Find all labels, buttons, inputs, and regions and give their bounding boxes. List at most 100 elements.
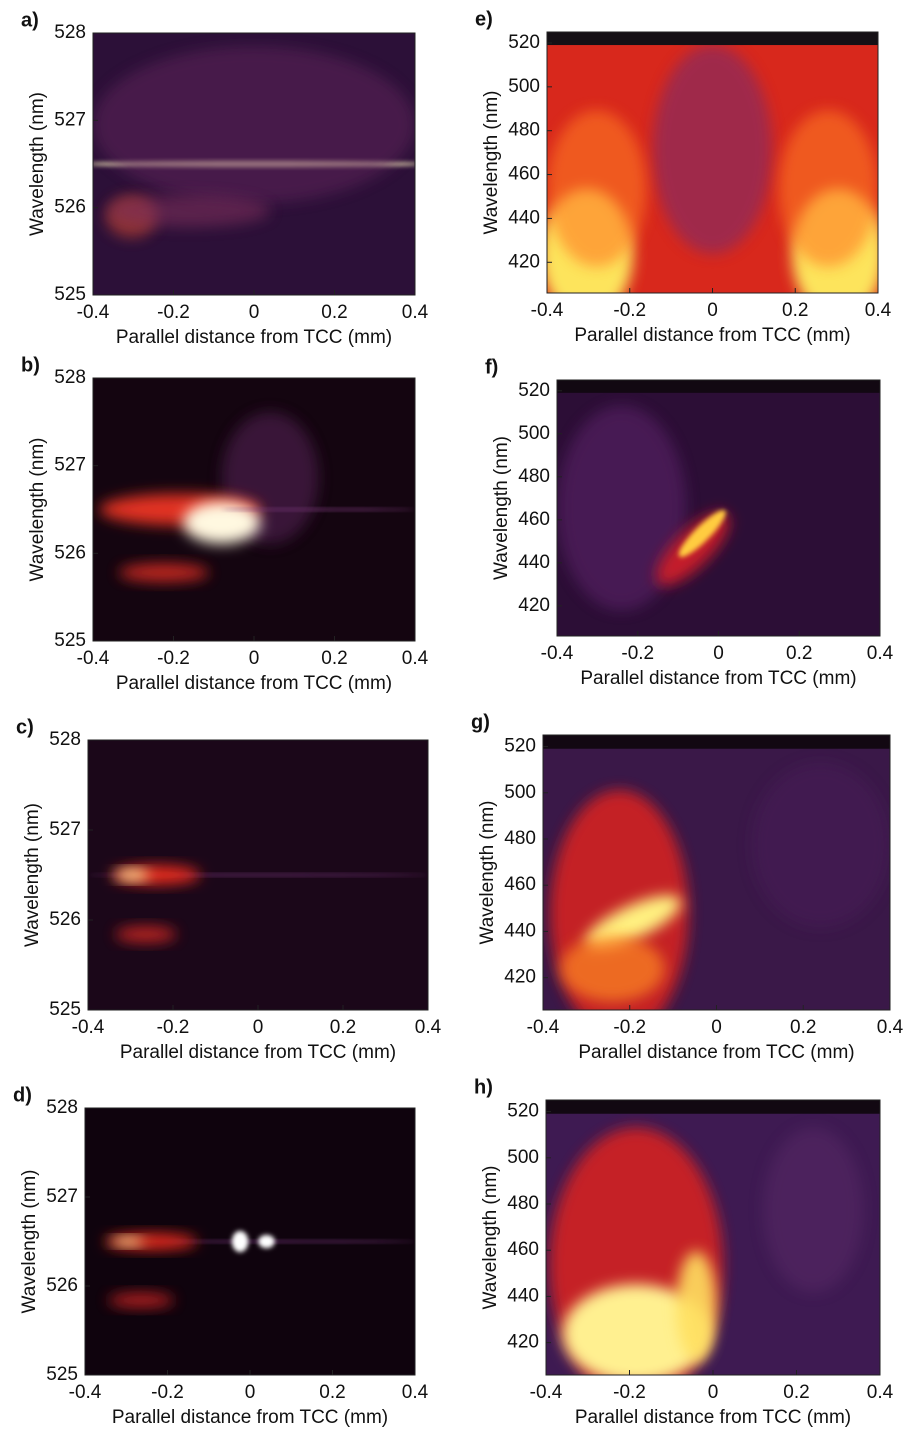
- heatmap-feature: [104, 1233, 198, 1250]
- heatmap-feature: [585, 895, 681, 949]
- heatmap-feature: [118, 563, 209, 582]
- heatmap-feature: [108, 1292, 175, 1308]
- heatmap-feature: [221, 508, 415, 511]
- y-axis-label: Wavelength (nm): [19, 1170, 40, 1314]
- y-tick-label: 440: [507, 1285, 539, 1306]
- y-tick-label: 525: [54, 284, 86, 305]
- x-tick-label: 0.4: [865, 300, 892, 321]
- x-tick-label: 0: [253, 1017, 264, 1038]
- x-tick-label: -0.4: [77, 302, 110, 323]
- y-tick-label: 480: [508, 120, 540, 141]
- y-tick-label: 460: [518, 509, 550, 530]
- y-tick-label: 527: [46, 1186, 78, 1207]
- x-tick-label: 0.4: [402, 1382, 429, 1403]
- x-tick-label: -0.4: [541, 643, 574, 664]
- heatmap-feature: [562, 1284, 710, 1375]
- panel-label: a): [21, 9, 39, 31]
- y-axis-label: Wavelength (nm): [477, 801, 498, 945]
- y-tick-label: 480: [518, 466, 550, 487]
- panel-label: e): [475, 8, 493, 30]
- x-tick-label: -0.2: [613, 1017, 646, 1038]
- heatmap-feature: [93, 46, 415, 204]
- heatmap-feature: [151, 1240, 415, 1243]
- x-tick-label: -0.2: [613, 300, 646, 321]
- y-tick-label: 440: [508, 207, 540, 228]
- y-axis-label: Wavelength (nm): [491, 436, 512, 580]
- x-tick-label: -0.4: [530, 1382, 563, 1403]
- y-tick-label: 440: [504, 920, 536, 941]
- panel: -0.4 -0.2 0 0.2 0.4 420 440 460 480 500 520 Paralle…: [485, 356, 894, 689]
- heatmap-band: [543, 735, 890, 749]
- x-tick-label: 0.2: [321, 302, 347, 323]
- x-axis-label: Parallel distance from TCC (mm): [120, 1042, 396, 1063]
- y-tick-label: 500: [507, 1147, 539, 1168]
- heatmap-feature: [751, 762, 890, 928]
- x-tick-label: 0.4: [402, 302, 429, 323]
- y-tick-label: 525: [49, 999, 81, 1020]
- heatmap-image: [543, 735, 890, 1010]
- y-tick-label: 528: [49, 729, 81, 750]
- heatmap-feature: [763, 1127, 864, 1293]
- panel: -0.4 -0.2 0 0.2 0.4 420 440 460 480 500 520 Paralle…: [474, 1076, 894, 1428]
- y-tick-label: 420: [518, 595, 550, 616]
- x-tick-label: 0.4: [867, 1382, 894, 1403]
- heatmap-feature: [676, 1251, 717, 1362]
- x-tick-label: 0.4: [877, 1017, 904, 1038]
- x-tick-label: -0.4: [77, 648, 110, 669]
- heatmap-feature: [258, 1234, 275, 1249]
- x-tick-label: 0.2: [330, 1017, 356, 1038]
- x-tick-label: 0.2: [319, 1382, 345, 1403]
- y-tick-label: 527: [49, 819, 81, 840]
- x-axis-label: Parallel distance from TCC (mm): [116, 327, 392, 348]
- panel: -0.4 -0.2 0 0.2 0.4 420 440 460 480 500 520 Paralle…: [471, 711, 904, 1063]
- heatmap-feature: [109, 195, 271, 227]
- heatmap-image: [547, 32, 878, 293]
- x-tick-label: 0.2: [790, 1017, 816, 1038]
- y-tick-label: 520: [507, 1101, 539, 1122]
- x-tick-label: 0.4: [867, 643, 894, 664]
- x-tick-label: -0.4: [531, 300, 564, 321]
- x-tick-label: -0.4: [527, 1017, 560, 1038]
- x-tick-label: 0: [249, 302, 260, 323]
- heatmap-band: [547, 32, 878, 46]
- x-tick-label: 0.4: [415, 1017, 442, 1038]
- x-tick-label: 0.2: [783, 1382, 809, 1403]
- heatmap-band: [546, 1100, 880, 1114]
- y-tick-label: 525: [54, 630, 86, 651]
- y-axis-label: Wavelength (nm): [22, 803, 43, 947]
- y-axis-label: Wavelength (nm): [27, 438, 48, 582]
- y-tick-label: 526: [54, 542, 86, 563]
- y-tick-label: 460: [508, 164, 540, 185]
- panel: -0.4 -0.2 0 0.2 0.4 525 526 527 528 Parallel dist…: [13, 1084, 429, 1428]
- heatmap-feature: [111, 1237, 145, 1246]
- panel-label: g): [471, 711, 490, 733]
- panel-label: h): [474, 1076, 493, 1098]
- x-tick-label: 0: [245, 1382, 256, 1403]
- heatmap-feature: [115, 869, 150, 881]
- heatmap-feature: [560, 935, 665, 1002]
- x-axis-label: Parallel distance from TCC (mm): [575, 1407, 851, 1428]
- panel-label: c): [16, 716, 34, 738]
- panel: -0.4 -0.2 0 0.2 0.4 525 526 527 528 Parallel dist…: [16, 716, 442, 1063]
- panel-label: d): [13, 1084, 32, 1106]
- y-tick-label: 500: [518, 423, 550, 444]
- y-tick-label: 460: [504, 874, 536, 895]
- heatmap-image: [93, 378, 415, 641]
- heatmap-image: [88, 740, 428, 1010]
- y-tick-label: 500: [504, 782, 536, 803]
- x-tick-label: 0: [713, 643, 724, 664]
- heatmap-image: [93, 33, 415, 295]
- panel: -0.4 -0.2 0 0.2 0.4 420 440 460 480 500 520 Paralle…: [475, 8, 892, 346]
- x-tick-label: -0.2: [157, 302, 190, 323]
- heatmap-feature: [678, 510, 726, 558]
- x-tick-label: -0.2: [157, 648, 190, 669]
- y-tick-label: 480: [507, 1193, 539, 1214]
- y-tick-label: 528: [54, 367, 86, 388]
- heatmap-feature: [652, 45, 773, 254]
- x-tick-label: 0.2: [782, 300, 808, 321]
- y-tick-label: 526: [49, 909, 81, 930]
- y-tick-label: 440: [518, 552, 550, 573]
- panel: -0.4 -0.2 0 0.2 0.4 525 526 527 528 Parallel dist…: [21, 9, 429, 348]
- y-tick-label: 528: [46, 1097, 78, 1118]
